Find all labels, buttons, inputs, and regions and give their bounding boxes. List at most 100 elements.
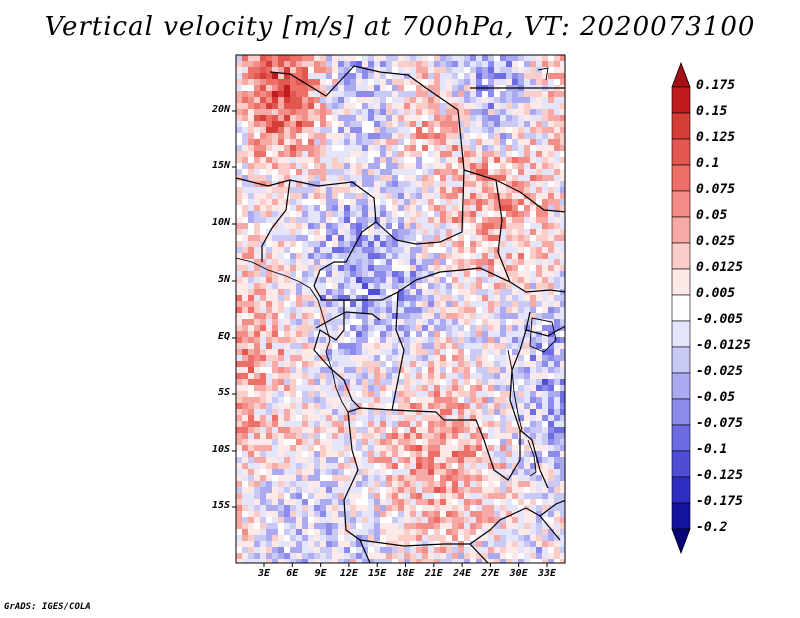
field-cell	[236, 295, 242, 301]
field-cell	[476, 403, 482, 409]
field-cell	[560, 349, 565, 355]
field-cell	[368, 241, 374, 247]
field-cell	[392, 295, 398, 301]
colorbar-swatch	[671, 450, 691, 478]
field-cell	[278, 553, 284, 559]
field-cell	[242, 61, 248, 67]
field-cell	[482, 547, 488, 553]
field-cell	[242, 175, 248, 181]
field-cell	[392, 517, 398, 523]
field-cell	[440, 475, 446, 481]
field-cell	[350, 505, 356, 511]
field-cell	[290, 181, 296, 187]
field-cell	[350, 151, 356, 157]
field-cell	[302, 259, 308, 265]
field-cell	[404, 463, 410, 469]
field-cell	[506, 163, 512, 169]
field-cell	[350, 403, 356, 409]
field-cell	[344, 373, 350, 379]
field-cell	[446, 511, 452, 517]
field-cell	[254, 223, 260, 229]
field-cell	[554, 367, 560, 373]
field-cell	[470, 433, 476, 439]
field-cell	[260, 325, 266, 331]
field-cell	[422, 535, 428, 541]
field-cell	[302, 151, 308, 157]
lon-label: 30E	[509, 568, 528, 579]
field-cell	[272, 415, 278, 421]
field-cell	[428, 433, 434, 439]
field-cell	[398, 103, 404, 109]
field-cell	[404, 97, 410, 103]
field-cell	[500, 253, 506, 259]
field-cell	[512, 475, 518, 481]
field-cell	[242, 289, 248, 295]
field-cell	[470, 121, 476, 127]
field-cell	[440, 145, 446, 151]
field-cell	[536, 139, 542, 145]
field-cell	[488, 553, 494, 559]
field-cell	[278, 151, 284, 157]
field-cell	[290, 325, 296, 331]
field-cell	[422, 349, 428, 355]
field-cell	[272, 313, 278, 319]
lon-label: 9E	[314, 568, 327, 579]
field-cell	[446, 349, 452, 355]
field-cell	[296, 109, 302, 115]
field-cell	[356, 73, 362, 79]
field-cell	[416, 343, 422, 349]
field-cell	[320, 553, 326, 559]
field-cell	[260, 307, 266, 313]
field-cell	[524, 163, 530, 169]
field-cell	[356, 487, 362, 493]
field-cell	[488, 265, 494, 271]
field-cell	[434, 85, 440, 91]
field-cell	[560, 277, 565, 283]
field-cell	[254, 127, 260, 133]
field-cell	[494, 91, 500, 97]
field-cell	[380, 283, 386, 289]
field-cell	[260, 337, 266, 343]
field-cell	[560, 181, 565, 187]
field-cell	[548, 457, 554, 463]
field-cell	[470, 241, 476, 247]
field-cell	[284, 157, 290, 163]
field-cell	[272, 301, 278, 307]
field-cell	[452, 313, 458, 319]
field-cell	[350, 217, 356, 223]
field-cell	[488, 127, 494, 133]
field-cell	[368, 229, 374, 235]
field-cell	[338, 385, 344, 391]
field-cell	[272, 385, 278, 391]
field-cell	[416, 277, 422, 283]
field-cell	[320, 349, 326, 355]
field-cell	[326, 451, 332, 457]
field-cell	[530, 61, 536, 67]
field-cell	[344, 181, 350, 187]
field-cell	[278, 55, 284, 61]
field-cell	[296, 463, 302, 469]
field-cell	[554, 289, 560, 295]
field-cell	[338, 409, 344, 415]
field-cell	[524, 487, 530, 493]
field-cell	[374, 79, 380, 85]
field-cell	[482, 289, 488, 295]
lat-label: 15S	[211, 500, 230, 511]
field-cell	[536, 421, 542, 427]
field-cell	[248, 223, 254, 229]
field-cell	[320, 463, 326, 469]
field-cell	[458, 247, 464, 253]
field-cell	[236, 337, 242, 343]
field-cell	[308, 505, 314, 511]
field-cell	[422, 253, 428, 259]
field-cell	[542, 193, 548, 199]
field-cell	[494, 313, 500, 319]
field-cell	[560, 469, 565, 475]
field-cell	[494, 55, 500, 61]
field-cell	[554, 133, 560, 139]
field-cell	[560, 421, 565, 427]
field-cell	[482, 337, 488, 343]
field-cell	[560, 361, 565, 367]
field-cell	[296, 85, 302, 91]
field-cell	[332, 307, 338, 313]
